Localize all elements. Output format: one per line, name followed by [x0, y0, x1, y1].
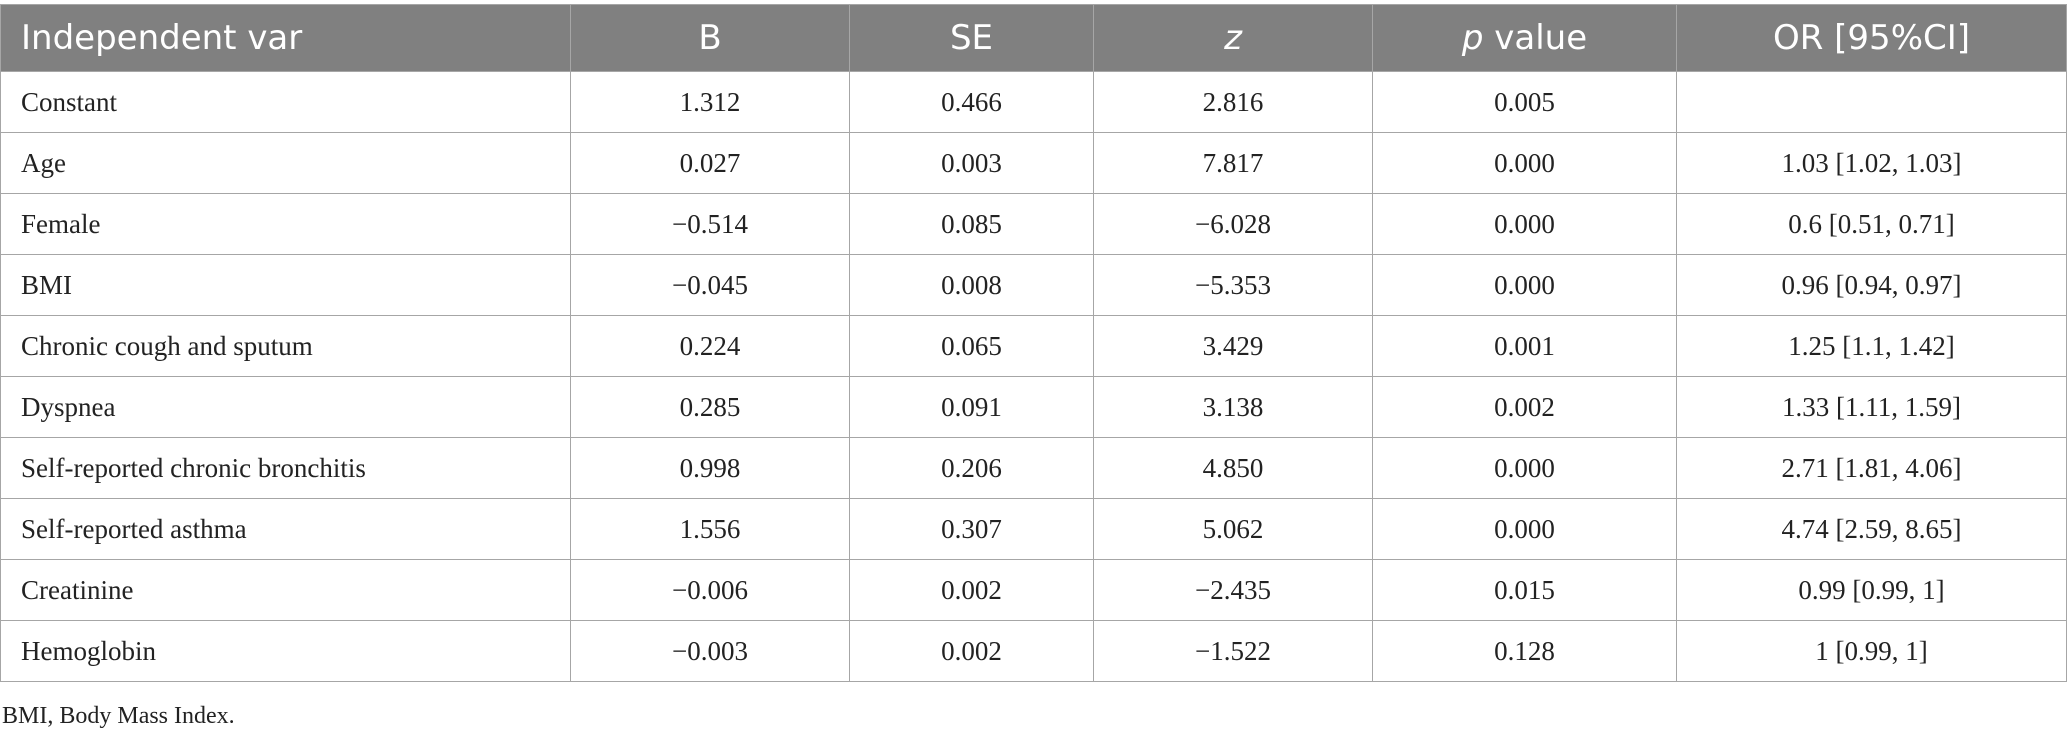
table-row: Dyspnea 0.285 0.091 3.138 0.002 1.33 [1.11, 1…: [0, 376, 2067, 438]
header-independent-var: Independent var: [0, 4, 571, 72]
se-cell: 0.065: [849, 315, 1094, 377]
z-cell: 4.850: [1093, 437, 1373, 499]
variable-cell: Creatinine: [0, 559, 571, 621]
z-cell: 5.062: [1093, 498, 1373, 560]
z-cell: 3.429: [1093, 315, 1373, 377]
z-cell: −6.028: [1093, 193, 1373, 255]
z-cell: −2.435: [1093, 559, 1373, 621]
b-cell: 1.556: [570, 498, 850, 560]
p-value-cell: 0.000: [1372, 498, 1677, 560]
b-cell: 0.027: [570, 132, 850, 194]
variable-cell: Self-reported chronic bronchitis: [0, 437, 571, 499]
or-ci-cell: 0.96 [0.94, 0.97]: [1676, 254, 2067, 316]
table-row: Self-reported asthma 1.556 0.307 5.062 0.000…: [0, 498, 2067, 560]
se-cell: 0.307: [849, 498, 1094, 560]
se-cell: 0.008: [849, 254, 1094, 316]
variable-cell: Dyspnea: [0, 376, 571, 438]
z-cell: −5.353: [1093, 254, 1373, 316]
table-row: Female −0.514 0.085 −6.028 0.000 0.6 [0.51, 0…: [0, 193, 2067, 255]
header-or-ci: OR [95%CI]: [1676, 4, 2067, 72]
b-cell: −0.045: [570, 254, 850, 316]
or-ci-cell: 0.6 [0.51, 0.71]: [1676, 193, 2067, 255]
table-row: Creatinine −0.006 0.002 −2.435 0.015 0.99 [0.…: [0, 559, 2067, 621]
p-value-cell: 0.001: [1372, 315, 1677, 377]
p-value-cell: 0.000: [1372, 193, 1677, 255]
se-cell: 0.466: [849, 71, 1094, 133]
se-cell: 0.003: [849, 132, 1094, 194]
or-ci-cell: 2.71 [1.81, 4.06]: [1676, 437, 2067, 499]
p-value-cell: 0.128: [1372, 620, 1677, 682]
p-value-cell: 0.000: [1372, 254, 1677, 316]
se-cell: 0.002: [849, 620, 1094, 682]
se-cell: 0.002: [849, 559, 1094, 621]
or-ci-cell: [1676, 71, 2067, 133]
p-value-cell: 0.000: [1372, 132, 1677, 194]
b-cell: 0.998: [570, 437, 850, 499]
header-row: Independent var B SE z p value OR [95%CI…: [0, 4, 2067, 72]
header-p-value: p value: [1372, 4, 1677, 72]
p-value-cell: 0.002: [1372, 376, 1677, 438]
z-cell: 3.138: [1093, 376, 1373, 438]
b-cell: −0.514: [570, 193, 850, 255]
table-footnote: BMI, Body Mass Index.: [2, 703, 235, 729]
z-cell: 7.817: [1093, 132, 1373, 194]
p-value-cell: 0.000: [1372, 437, 1677, 499]
variable-cell: Constant: [0, 71, 571, 133]
table-row: BMI −0.045 0.008 −5.353 0.000 0.96 [0.94, 0.9…: [0, 254, 2067, 316]
or-ci-cell: 1.25 [1.1, 1.42]: [1676, 315, 2067, 377]
p-value-cell: 0.015: [1372, 559, 1677, 621]
variable-cell: Hemoglobin: [0, 620, 571, 682]
b-cell: 1.312: [570, 71, 850, 133]
regression-table: Independent var B SE z p value OR [95%CI…: [0, 4, 2067, 682]
se-cell: 0.085: [849, 193, 1094, 255]
table-row: Age 0.027 0.003 7.817 0.000 1.03 [1.02, 1.03]: [0, 132, 2067, 194]
table-row: Self-reported chronic bronchitis 0.998 0.2…: [0, 437, 2067, 499]
table-row: Hemoglobin −0.003 0.002 −1.522 0.128 1 [0.99,…: [0, 620, 2067, 682]
variable-cell: Self-reported asthma: [0, 498, 571, 560]
z-cell: −1.522: [1093, 620, 1373, 682]
or-ci-cell: 4.74 [2.59, 8.65]: [1676, 498, 2067, 560]
header-se: SE: [849, 4, 1094, 72]
or-ci-cell: 0.99 [0.99, 1]: [1676, 559, 2067, 621]
header-z: z: [1093, 4, 1373, 72]
or-ci-cell: 1.03 [1.02, 1.03]: [1676, 132, 2067, 194]
b-cell: 0.224: [570, 315, 850, 377]
table-row: Constant 1.312 0.466 2.816 0.005: [0, 71, 2067, 133]
variable-cell: Chronic cough and sputum: [0, 315, 571, 377]
or-ci-cell: 1.33 [1.11, 1.59]: [1676, 376, 2067, 438]
z-cell: 2.816: [1093, 71, 1373, 133]
se-cell: 0.206: [849, 437, 1094, 499]
p-value-cell: 0.005: [1372, 71, 1677, 133]
variable-cell: Age: [0, 132, 571, 194]
or-ci-cell: 1 [0.99, 1]: [1676, 620, 2067, 682]
header-b: B: [570, 4, 850, 72]
variable-cell: Female: [0, 193, 571, 255]
b-cell: −0.006: [570, 559, 850, 621]
table-body: Constant 1.312 0.466 2.816 0.005 Age 0.027 0.00…: [0, 71, 2067, 682]
table-row: Chronic cough and sputum 0.224 0.065 3.429 0…: [0, 315, 2067, 377]
b-cell: −0.003: [570, 620, 850, 682]
b-cell: 0.285: [570, 376, 850, 438]
se-cell: 0.091: [849, 376, 1094, 438]
table-header: Independent var B SE z p value OR [95%CI…: [0, 4, 2067, 72]
variable-cell: BMI: [0, 254, 571, 316]
